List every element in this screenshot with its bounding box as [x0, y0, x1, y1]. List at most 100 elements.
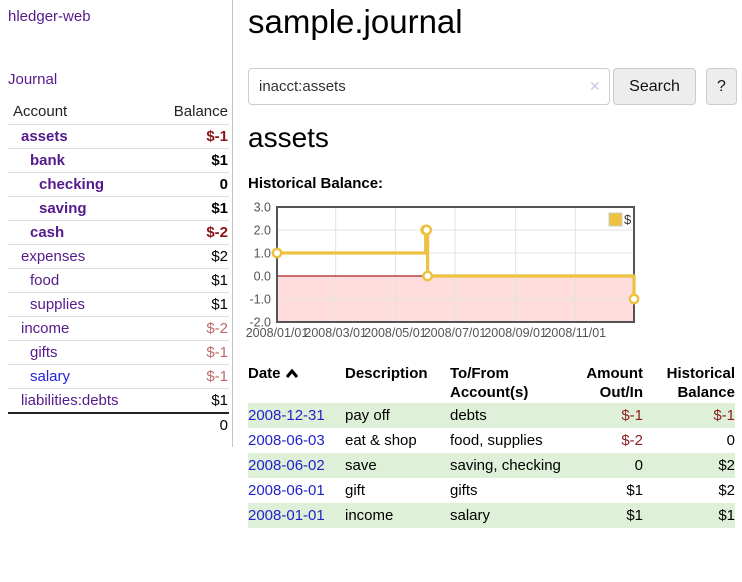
register-header-description: Description — [345, 365, 428, 382]
account-balance: $-2 — [148, 316, 229, 341]
account-balance: $1 — [148, 268, 229, 293]
register-accounts: debts — [450, 407, 487, 424]
sidebar-account-link[interactable]: expenses — [21, 248, 86, 265]
sidebar-account-link[interactable]: assets — [21, 128, 68, 145]
plot-border — [276, 206, 635, 323]
register-balance: 0 — [726, 432, 735, 449]
register-header-amount: Amount Out/In — [586, 365, 643, 401]
clear-search-icon[interactable]: ✕ — [589, 78, 601, 94]
account-balance: $1 — [148, 388, 229, 413]
register-header-row: Date Description To/From Account(s) Amoun… — [248, 363, 735, 403]
y-tick-label: 2.0 — [254, 224, 271, 238]
register-description: pay off — [345, 407, 390, 424]
x-tick-label: 2008/09/01 — [484, 326, 547, 340]
register-description: income — [345, 507, 394, 524]
sidebar: hledger-web Journal Account Balance asse… — [0, 0, 233, 447]
register-amount: $-1 — [621, 407, 643, 424]
register-balance: $-1 — [713, 407, 735, 424]
sidebar-account-row: income $-2 — [8, 316, 229, 341]
register-balance: $1 — [718, 507, 735, 524]
register-accounts: food, supplies — [450, 432, 543, 449]
accounts-header-account: Account — [13, 103, 68, 120]
sidebar-account-link[interactable]: cash — [30, 224, 65, 241]
data-point-marker — [422, 270, 434, 282]
account-balance: $-1 — [148, 340, 229, 365]
x-tick-label: 2008/11/01 — [544, 326, 606, 340]
register-amount: 0 — [634, 457, 643, 474]
sidebar-account-link[interactable]: checking — [39, 176, 105, 193]
x-tick-label: 2008/01/01 — [246, 326, 309, 340]
y-tick-label: -2.0 — [249, 316, 271, 330]
sidebar-account-row: liabilities:debts $1 — [8, 388, 229, 413]
register-header-balance: Historical Balance — [666, 365, 735, 401]
brand-link[interactable]: hledger-web — [8, 8, 91, 25]
register-date-link[interactable]: 2008-01-01 — [248, 507, 325, 524]
search-input[interactable] — [248, 68, 610, 105]
search-form: ✕ Search ? — [248, 68, 742, 105]
register-description: save — [345, 457, 377, 474]
sidebar-account-row: food $1 — [8, 268, 229, 293]
search-button[interactable]: Search — [613, 68, 696, 105]
accounts-header-row: Account Balance — [8, 101, 229, 125]
y-tick-label: -1.0 — [249, 293, 271, 307]
sidebar-account-link[interactable]: supplies — [30, 296, 86, 313]
data-point-marker — [271, 247, 283, 259]
register-date-link[interactable]: 2008-06-03 — [248, 432, 325, 449]
register-row[interactable]: 2008-06-03 eat & shop food, supplies $-2 0 — [248, 428, 735, 453]
chart-canvas: 3.0 2.0 1.0 0.0 -1.0 -2.02008/01/012008/03/01… — [246, 201, 640, 340]
register-header-date[interactable]: Date — [248, 363, 345, 403]
x-tick-label: 2008/03/01 — [304, 326, 367, 340]
sidebar-account-link[interactable]: food — [30, 272, 60, 289]
x-tick-label: 2008/07/01 — [424, 326, 487, 340]
sidebar-account-link[interactable]: gifts — [30, 344, 58, 361]
account-balance: $1 — [148, 148, 229, 173]
sidebar-item-journal[interactable]: Journal — [8, 71, 58, 88]
register-accounts: gifts — [450, 482, 478, 499]
sidebar-account-row: checking 0 — [8, 172, 229, 197]
register-table: Date Description To/From Account(s) Amoun… — [248, 363, 735, 528]
main-content: sample.journal ✕ Search ? assets Histori… — [246, 0, 742, 582]
register-date-link[interactable]: 2008-06-02 — [248, 457, 325, 474]
account-balance: $-2 — [148, 220, 229, 245]
register-balance: $2 — [718, 457, 735, 474]
register-accounts: saving, checking — [450, 457, 561, 474]
register-date-link[interactable]: 2008-06-01 — [248, 482, 325, 499]
register-accounts: salary — [450, 507, 491, 524]
data-point-marker — [628, 293, 640, 305]
account-balance: $2 — [148, 244, 229, 269]
register-description: eat & shop — [345, 432, 417, 449]
sidebar-account-link[interactable]: liabilities:debts — [21, 392, 119, 409]
sidebar-account-link[interactable]: bank — [30, 152, 66, 169]
accounts-total-row: 0 — [8, 412, 229, 437]
account-heading: assets — [248, 122, 329, 153]
sidebar-account-link[interactable]: income — [21, 320, 70, 337]
legend-swatch — [608, 212, 623, 227]
sidebar-account-row: assets $-1 — [8, 124, 229, 149]
y-tick-label: 0.0 — [254, 270, 271, 284]
sidebar-account-link[interactable]: saving — [39, 200, 87, 217]
sidebar-account-row: cash $-2 — [8, 220, 229, 245]
register-header-accounts: To/From Account(s) — [450, 365, 529, 401]
register-amount: $-2 — [621, 432, 643, 449]
sidebar-account-row: saving $1 — [8, 196, 229, 221]
help-button[interactable]: ? — [706, 68, 737, 105]
account-balance: $1 — [148, 196, 229, 221]
register-date-link[interactable]: 2008-12-31 — [248, 407, 325, 424]
historical-balance-chart: 3.0 2.0 1.0 0.0 -1.0 -2.0 2008/01/01 2008/03/01… — [246, 201, 742, 349]
sidebar-account-row: bank $1 — [8, 148, 229, 173]
sidebar-account-row: salary $-1 — [8, 364, 229, 389]
register-balance: $2 — [718, 482, 735, 499]
register-row[interactable]: 2008-01-01 income salary $1 $1 — [248, 503, 735, 528]
account-balance: $1 — [148, 292, 229, 317]
page-title: sample.journal — [248, 3, 463, 40]
register-row[interactable]: 2008-12-31 pay off debts $-1 $-1 — [248, 403, 735, 428]
sidebar-account-row: supplies $1 — [8, 292, 229, 317]
register-description: gift — [345, 482, 366, 499]
x-tick-label: 2008/05/01 — [364, 326, 427, 340]
register-amount: $1 — [626, 507, 643, 524]
register-row[interactable]: 2008-06-01 gift gifts $1 $2 — [248, 478, 735, 503]
sidebar-account-link[interactable]: salary — [30, 368, 71, 385]
register-row[interactable]: 2008-06-02 save saving, checking 0 $2 — [248, 453, 735, 478]
legend-label: $ — [624, 212, 632, 227]
